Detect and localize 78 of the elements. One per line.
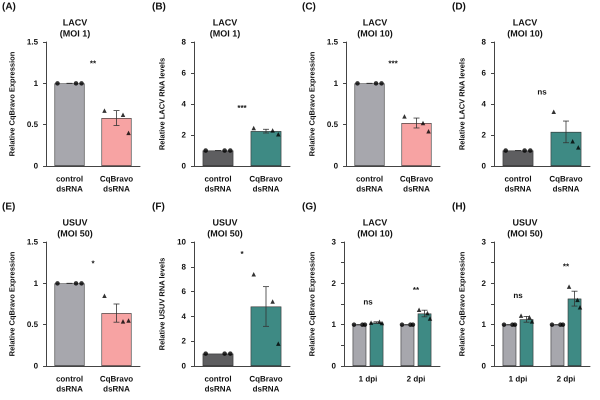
annotation: *** (237, 104, 248, 113)
text: (D) (452, 2, 466, 12)
x-tick-label: control dsRNA (56, 174, 84, 194)
text: (H) (452, 202, 466, 212)
y-tick-label: 2 (332, 278, 337, 288)
x-tick-label: 2 dpi (406, 374, 426, 384)
y-tick-label: 0 (34, 162, 39, 170)
x-tick-label: 1 dpi (508, 374, 528, 384)
x-tick-label: CqBravo dsRNA (249, 174, 283, 194)
y-tick-label: 0.5 (326, 120, 339, 130)
y-tick-label: 6 (482, 68, 487, 78)
annotation: ** (562, 262, 570, 272)
y-tick-label: 8 (182, 38, 187, 46)
text: (A) (2, 2, 16, 12)
text: (E) (2, 202, 16, 212)
y-tick-label: 1.5 (326, 38, 339, 46)
chart-title: USUV (MOI 50) (507, 218, 543, 238)
x-tick-label: control dsRNA (204, 174, 232, 194)
y-tick-label: 4 (182, 100, 187, 108)
annotation: * (240, 250, 244, 259)
y-tick-label: 2 (182, 336, 187, 346)
y-tick-label: 8 (482, 38, 487, 46)
y-tick-label: 0 (34, 362, 39, 370)
y-tick-label: 0 (482, 162, 487, 170)
x-tick-label: CqBravo dsRNA (249, 374, 283, 394)
annotation: ns (363, 297, 374, 306)
y-tick-label: 1 (34, 78, 39, 88)
text: (G) (302, 202, 316, 212)
y-tick-label: 1 (482, 320, 487, 330)
chart-title: LACV (MOI 1) (210, 18, 240, 38)
y-tick-label: 1 (332, 320, 337, 330)
y-tick-label: 10 (177, 238, 187, 246)
annotation: * (91, 258, 96, 268)
x-tick-label: CqBravo dsRNA (400, 174, 434, 194)
annotation: *** (388, 58, 399, 68)
y-tick-label: 1 (34, 278, 39, 288)
chart-title: LACV (MOI 10) (357, 218, 393, 238)
text: (F) (152, 202, 165, 212)
x-tick-label: control dsRNA (504, 174, 532, 194)
y-tick-label: 4 (182, 312, 187, 321)
x-tick-label: control dsRNA (356, 174, 384, 194)
text: (B) (152, 2, 166, 12)
annotation: ** (90, 58, 98, 68)
y-tick-label: 1 (334, 78, 339, 88)
y-tick-label: 0 (482, 362, 487, 370)
y-tick-label: 0 (332, 362, 337, 370)
y-tick-label: 6 (182, 287, 187, 296)
y-tick-label: 8 (182, 262, 187, 272)
y-tick-label: 1.5 (26, 38, 39, 46)
x-tick-label: 2 dpi (556, 374, 576, 384)
chart-title: LACV (MOI 10) (357, 18, 393, 38)
chart-title: LACV (MOI 1) (60, 18, 90, 38)
chart-title: USUV (MOI 50) (207, 218, 243, 238)
y-tick-label: 1.5 (26, 238, 39, 246)
y-tick-label: 0 (182, 362, 187, 370)
chart-title: USUV (MOI 50) (57, 218, 93, 238)
y-tick-label: 3 (332, 238, 337, 246)
annotation: ** (412, 285, 420, 294)
annotation: ns (537, 87, 548, 96)
y-tick-label: 0.5 (26, 320, 39, 330)
y-tick-label: 2 (482, 278, 487, 288)
y-tick-label: 0 (182, 162, 187, 170)
y-tick-label: 2 (182, 130, 187, 140)
y-tick-label: 4 (482, 100, 487, 108)
y-tick-label: 0.5 (26, 120, 39, 130)
y-tick-label: 0 (334, 162, 339, 170)
x-tick-label: CqBravo dsRNA (100, 174, 134, 194)
x-tick-label: CqBravo dsRNA (549, 174, 583, 194)
x-tick-label: 1 dpi (358, 374, 378, 384)
chart-title: LACV (MOI 10) (507, 18, 543, 38)
y-tick-label: 2 (482, 130, 487, 140)
annotation: ns (513, 291, 524, 300)
text: (C) (302, 2, 316, 12)
y-tick-label: 3 (482, 238, 487, 246)
x-tick-label: control dsRNA (56, 374, 84, 394)
x-tick-label: CqBravo dsRNA (100, 374, 134, 394)
y-tick-label: 6 (182, 68, 187, 78)
x-tick-label: control dsRNA (204, 374, 232, 394)
